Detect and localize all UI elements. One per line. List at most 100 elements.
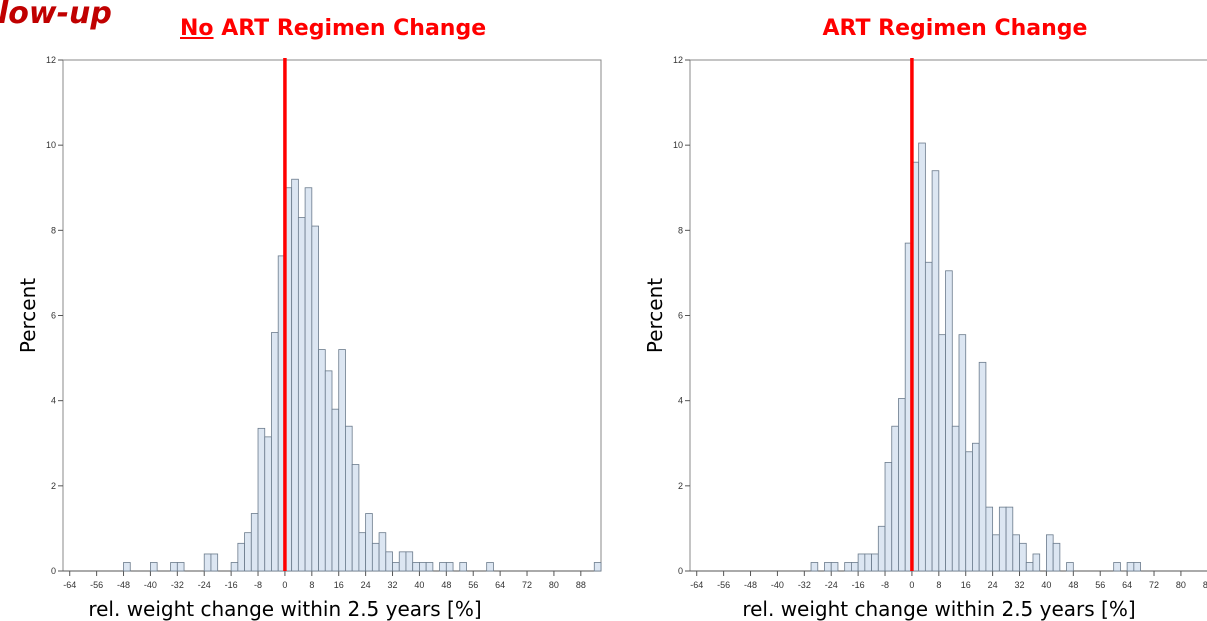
x-tick-label: -8	[881, 580, 889, 590]
histogram-bar	[405, 551, 414, 572]
x-tick-label: 56	[1095, 580, 1105, 590]
y-tick-label: 0	[51, 566, 56, 576]
x-tick-label: 24	[361, 580, 371, 590]
x-tick-label: -40	[771, 580, 784, 590]
slide-title: low-up	[0, 0, 112, 31]
x-tick-label: 0	[909, 580, 914, 590]
x-tick-label: -48	[744, 580, 757, 590]
x-tick-label: 88	[1203, 580, 1207, 590]
title-rest: ART Regimen Change	[213, 16, 487, 41]
histogram-bar	[1046, 534, 1054, 572]
x-tick-label: 24	[988, 580, 998, 590]
x-tick-label: -56	[90, 580, 103, 590]
histogram-bar	[978, 361, 987, 572]
histogram-bar	[210, 553, 219, 572]
histogram-bar	[985, 506, 994, 572]
x-tick-label: -64	[690, 580, 703, 590]
histogram-bar	[824, 562, 832, 572]
x-tick-label: 80	[549, 580, 559, 590]
x-tick-label: -16	[225, 580, 238, 590]
x-tick-label: 72	[522, 580, 532, 590]
y-axis-label: Percent	[16, 278, 40, 353]
y-tick-label: 12	[46, 55, 56, 65]
histogram-bar	[1052, 542, 1061, 572]
x-tick-label: -32	[171, 580, 184, 590]
histogram-bar	[1066, 562, 1074, 572]
y-tick-label: 8	[678, 225, 683, 235]
x-tick-label: 16	[961, 580, 971, 590]
x-tick-label: -16	[852, 580, 865, 590]
x-tick-label: 80	[1176, 580, 1186, 590]
y-tick-label: 4	[51, 396, 56, 406]
x-tick-label: -64	[63, 580, 76, 590]
x-tick-label: 8	[309, 580, 314, 590]
histogram-bar	[150, 562, 158, 572]
histogram-bar	[965, 451, 973, 572]
y-tick-label: 0	[678, 566, 683, 576]
x-tick-label: -32	[798, 580, 811, 590]
histogram-bar	[123, 562, 131, 572]
x-tick-label: 88	[576, 580, 586, 590]
histogram-bar	[1019, 542, 1027, 572]
x-tick-label: 64	[495, 580, 505, 590]
x-tick-label: -8	[254, 580, 262, 590]
x-axis-label: rel. weight change within 2.5 years [%]	[742, 597, 1135, 621]
histogram-bar	[830, 562, 839, 572]
y-tick-label: 6	[51, 311, 56, 321]
histogram-bar	[459, 562, 467, 572]
y-tick-label: 12	[673, 55, 683, 65]
histogram-bar	[851, 562, 859, 572]
y-tick-label: 10	[673, 140, 683, 150]
histogram-bar	[1012, 534, 1020, 572]
x-tick-label: 32	[1015, 580, 1025, 590]
histogram-bar	[951, 425, 960, 572]
x-tick-label: -56	[717, 580, 730, 590]
histogram-bar	[385, 551, 393, 572]
x-axis-label: rel. weight change within 2.5 years [%]	[88, 597, 481, 621]
x-tick-label: -48	[117, 580, 130, 590]
x-tick-label: -40	[144, 580, 157, 590]
x-tick-label: 48	[441, 580, 451, 590]
x-tick-label: 40	[1041, 580, 1051, 590]
histogram-bar	[945, 270, 953, 572]
y-tick-label: 2	[51, 481, 56, 491]
y-tick-label: 6	[678, 311, 683, 321]
histogram-bar	[871, 553, 879, 572]
histogram-bar	[884, 462, 893, 572]
histogram-bar	[351, 464, 360, 572]
histogram-bar	[445, 562, 454, 572]
histogram-bar	[898, 398, 906, 572]
title-rest: ART Regimen Change	[822, 16, 1088, 41]
histogram-bar	[857, 553, 866, 572]
y-axis-label: Percent	[643, 278, 667, 353]
x-tick-label: -24	[198, 580, 211, 590]
x-tick-label: 0	[282, 580, 287, 590]
x-tick-label: 40	[414, 580, 424, 590]
x-tick-label: 8	[936, 580, 941, 590]
histogram-bar	[924, 261, 933, 572]
histogram-bar	[972, 442, 980, 572]
x-tick-label: 56	[468, 580, 478, 590]
y-tick-label: 4	[678, 396, 683, 406]
y-tick-label: 2	[678, 481, 683, 491]
histogram-bar	[864, 553, 872, 572]
histogram-bar	[486, 562, 494, 572]
histogram-bar	[958, 334, 967, 572]
histogram-bar	[844, 562, 852, 572]
histogram-bar	[810, 562, 819, 572]
histogram-bar	[938, 334, 946, 572]
histogram-bar	[176, 562, 185, 572]
histogram-bar	[931, 170, 940, 572]
x-tick-label: 32	[388, 580, 398, 590]
x-tick-label: 48	[1068, 580, 1078, 590]
panel-title-change: ART Regimen Change	[810, 16, 1100, 41]
x-tick-label: 64	[1122, 580, 1132, 590]
x-tick-label: 72	[1149, 580, 1159, 590]
x-tick-label: 16	[334, 580, 344, 590]
histogram-bar	[891, 425, 899, 572]
histogram-bar	[992, 534, 1000, 572]
histogram-bar	[1133, 562, 1141, 572]
y-tick-label: 8	[51, 225, 56, 235]
